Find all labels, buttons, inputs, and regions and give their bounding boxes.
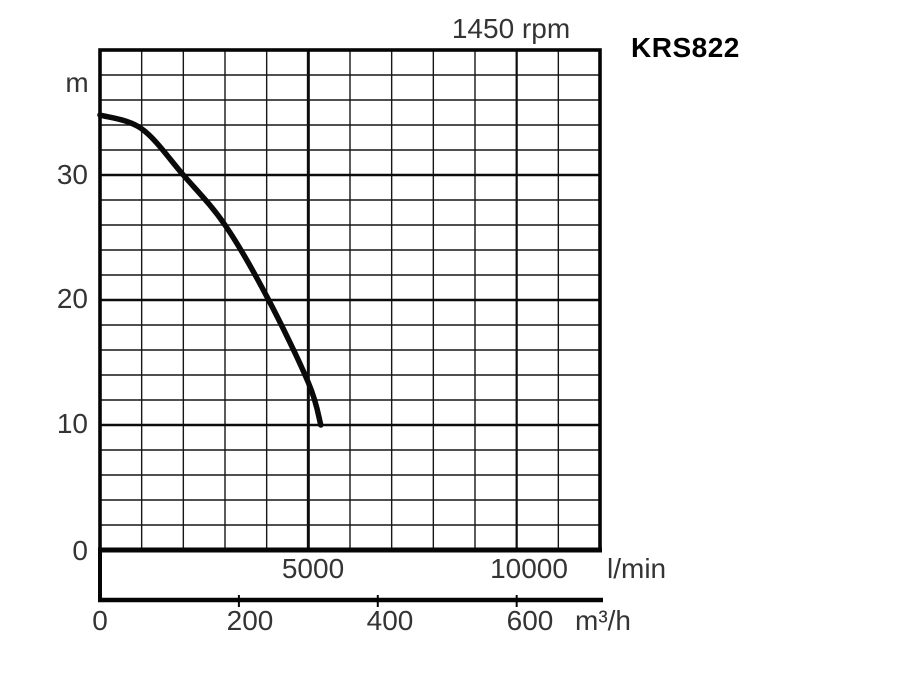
y-tick-label-10: 10 — [56, 408, 88, 439]
y-tick-label-0: 0 — [72, 535, 88, 566]
x-tick-label-m3h-0: 0 — [92, 605, 108, 636]
x-tick-label-m3h-200: 200 — [226, 605, 274, 636]
head-capacity-curve — [97, 112, 324, 428]
x-tick-label-lmin-5000: 5000 — [281, 553, 345, 584]
x-axis-unit-lmin: l/min — [607, 553, 667, 584]
rpm-label: 1450 rpm — [451, 13, 571, 44]
y-tick-label-30: 30 — [56, 159, 88, 190]
x-tick-label-m3h-400: 400 — [366, 605, 414, 636]
y-tick-label-20: 20 — [56, 283, 88, 314]
model-title: KRS822 — [631, 32, 740, 63]
y-axis-unit-label: m — [65, 67, 89, 98]
x-tick-label-lmin-10000: 10000 — [490, 553, 568, 584]
x-tick-label-m3h-600: 600 — [506, 605, 554, 636]
x-axis-unit-m3h: m³/h — [575, 605, 631, 636]
